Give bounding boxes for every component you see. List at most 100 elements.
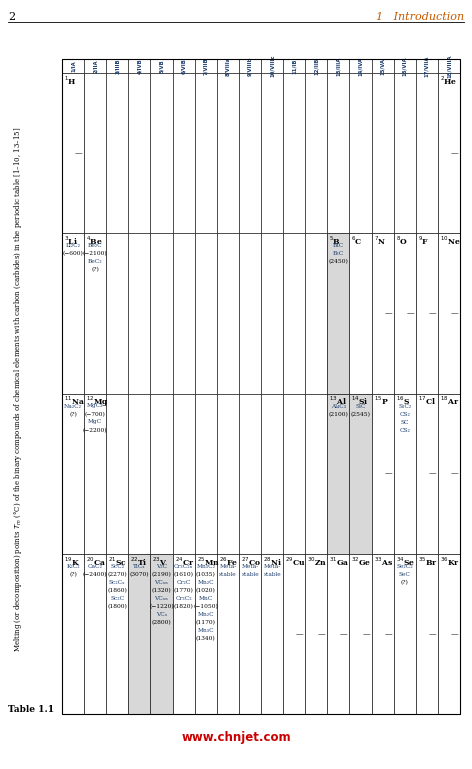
Text: —: — [384,309,392,318]
Text: Mn₃C: Mn₃C [197,628,214,633]
Text: (2450): (2450) [329,259,348,265]
Bar [62,394,84,554]
Text: Meta-: Meta- [241,564,259,569]
Bar [128,73,151,233]
Bar [371,554,394,714]
Bar [438,394,460,554]
Bar [151,394,173,554]
Bar [194,59,217,73]
Bar [328,59,349,73]
Bar [84,554,106,714]
Text: stable: stable [219,571,236,577]
Text: $^{14}$Si: $^{14}$Si [352,395,369,408]
Text: Meta-: Meta- [219,564,236,569]
Bar [194,554,217,714]
Bar [62,59,84,73]
Bar [84,554,106,714]
Text: (1800): (1800) [107,604,127,609]
Text: 11/IB: 11/IB [292,58,297,74]
Text: $^{20}$Ca: $^{20}$Ca [86,555,106,568]
Text: Sc₂Cₓ: Sc₂Cₓ [109,580,126,584]
Text: SeC: SeC [399,571,411,577]
Bar [328,554,349,714]
Bar [283,233,305,394]
Bar [371,233,394,394]
Bar [261,233,283,394]
Bar [416,554,438,714]
Text: $^{27}$Co: $^{27}$Co [241,555,261,568]
Text: Mn₂C: Mn₂C [197,580,214,584]
Text: —: — [384,630,392,638]
Text: $^{33}$As: $^{33}$As [373,555,393,568]
Text: B₃C: B₃C [333,251,344,256]
Text: $^{25}$Mn: $^{25}$Mn [197,555,219,568]
Bar [194,554,217,714]
Text: $^{6}$C: $^{6}$C [352,235,363,247]
Bar [128,554,151,714]
Text: CaC₂: CaC₂ [88,564,102,569]
Text: $^{8}$O: $^{8}$O [396,235,408,247]
Text: —: — [340,630,348,638]
Bar [305,554,328,714]
Text: (−600): (−600) [63,251,84,256]
Text: $^{16}$S: $^{16}$S [396,395,410,408]
Bar [394,394,416,554]
Bar [239,554,261,714]
Bar [305,554,328,714]
Text: (−2200): (−2200) [83,428,108,433]
Bar [394,73,416,233]
Bar [173,394,194,554]
Bar [328,233,349,394]
Text: —: — [75,149,83,157]
Bar [371,394,394,554]
Text: Cr₃C₂: Cr₃C₂ [175,596,192,601]
Bar [416,233,438,394]
Bar [106,394,128,554]
Bar [84,394,106,554]
Bar [84,394,106,554]
Text: (−1220): (−1220) [149,604,174,609]
Bar [62,233,84,394]
Bar [283,73,305,233]
Bar [305,394,328,554]
Bar [261,394,283,554]
Text: 4/IVB: 4/IVB [137,58,142,74]
Text: Mn₂C: Mn₂C [197,612,214,617]
Text: —: — [384,470,392,478]
Text: —: — [406,309,414,318]
Bar [438,233,460,394]
Text: 3/IIIB: 3/IIIB [115,58,120,74]
Bar [394,554,416,714]
Bar [62,394,84,554]
Bar [128,233,151,394]
Text: Sc₂C: Sc₂C [110,596,124,601]
Text: www.chnjet.com: www.chnjet.com [181,731,291,744]
Bar [438,73,460,233]
Text: VCₓ: VCₓ [156,612,167,617]
Text: (−2400): (−2400) [83,571,108,577]
Text: $^{28}$Ni: $^{28}$Ni [263,555,282,568]
Text: Mn₃C₂: Mn₃C₂ [196,564,215,569]
Bar [128,394,151,554]
Bar [173,233,194,394]
Bar [84,233,106,394]
Bar [173,59,194,73]
Bar [283,554,305,714]
Text: Na₂C₂: Na₂C₂ [64,404,82,408]
Text: (1020): (1020) [196,588,216,593]
Text: $^{30}$Zn: $^{30}$Zn [307,555,328,568]
Text: 18/VIIIA: 18/VIIIA [447,54,451,78]
Text: $^{11}$Na: $^{11}$Na [64,395,85,408]
Text: Melting (or decomposition) points $T_m$ (°C) of the binary compounds of chemical: Melting (or decomposition) points $T_m$ … [12,126,24,651]
Bar [84,59,106,73]
Bar [328,233,349,394]
Bar [62,233,84,394]
Text: (?): (?) [401,580,409,585]
Text: 17/VIIA: 17/VIIA [424,55,430,77]
Bar [416,59,438,73]
Text: 1   Introduction: 1 Introduction [376,12,464,22]
Text: $^{21}$Sc: $^{21}$Sc [108,555,127,568]
Text: —: — [451,630,458,638]
Bar [62,73,84,233]
Bar [239,554,261,714]
